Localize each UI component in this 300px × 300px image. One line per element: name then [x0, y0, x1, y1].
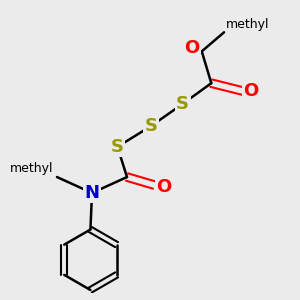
Text: S: S	[144, 117, 158, 135]
Text: N: N	[85, 184, 100, 202]
Text: methyl: methyl	[10, 163, 54, 176]
Text: methyl: methyl	[226, 18, 269, 31]
Text: S: S	[111, 138, 124, 156]
Text: S: S	[176, 95, 189, 113]
Text: O: O	[244, 82, 259, 100]
Text: O: O	[184, 39, 200, 57]
Text: O: O	[156, 178, 171, 196]
